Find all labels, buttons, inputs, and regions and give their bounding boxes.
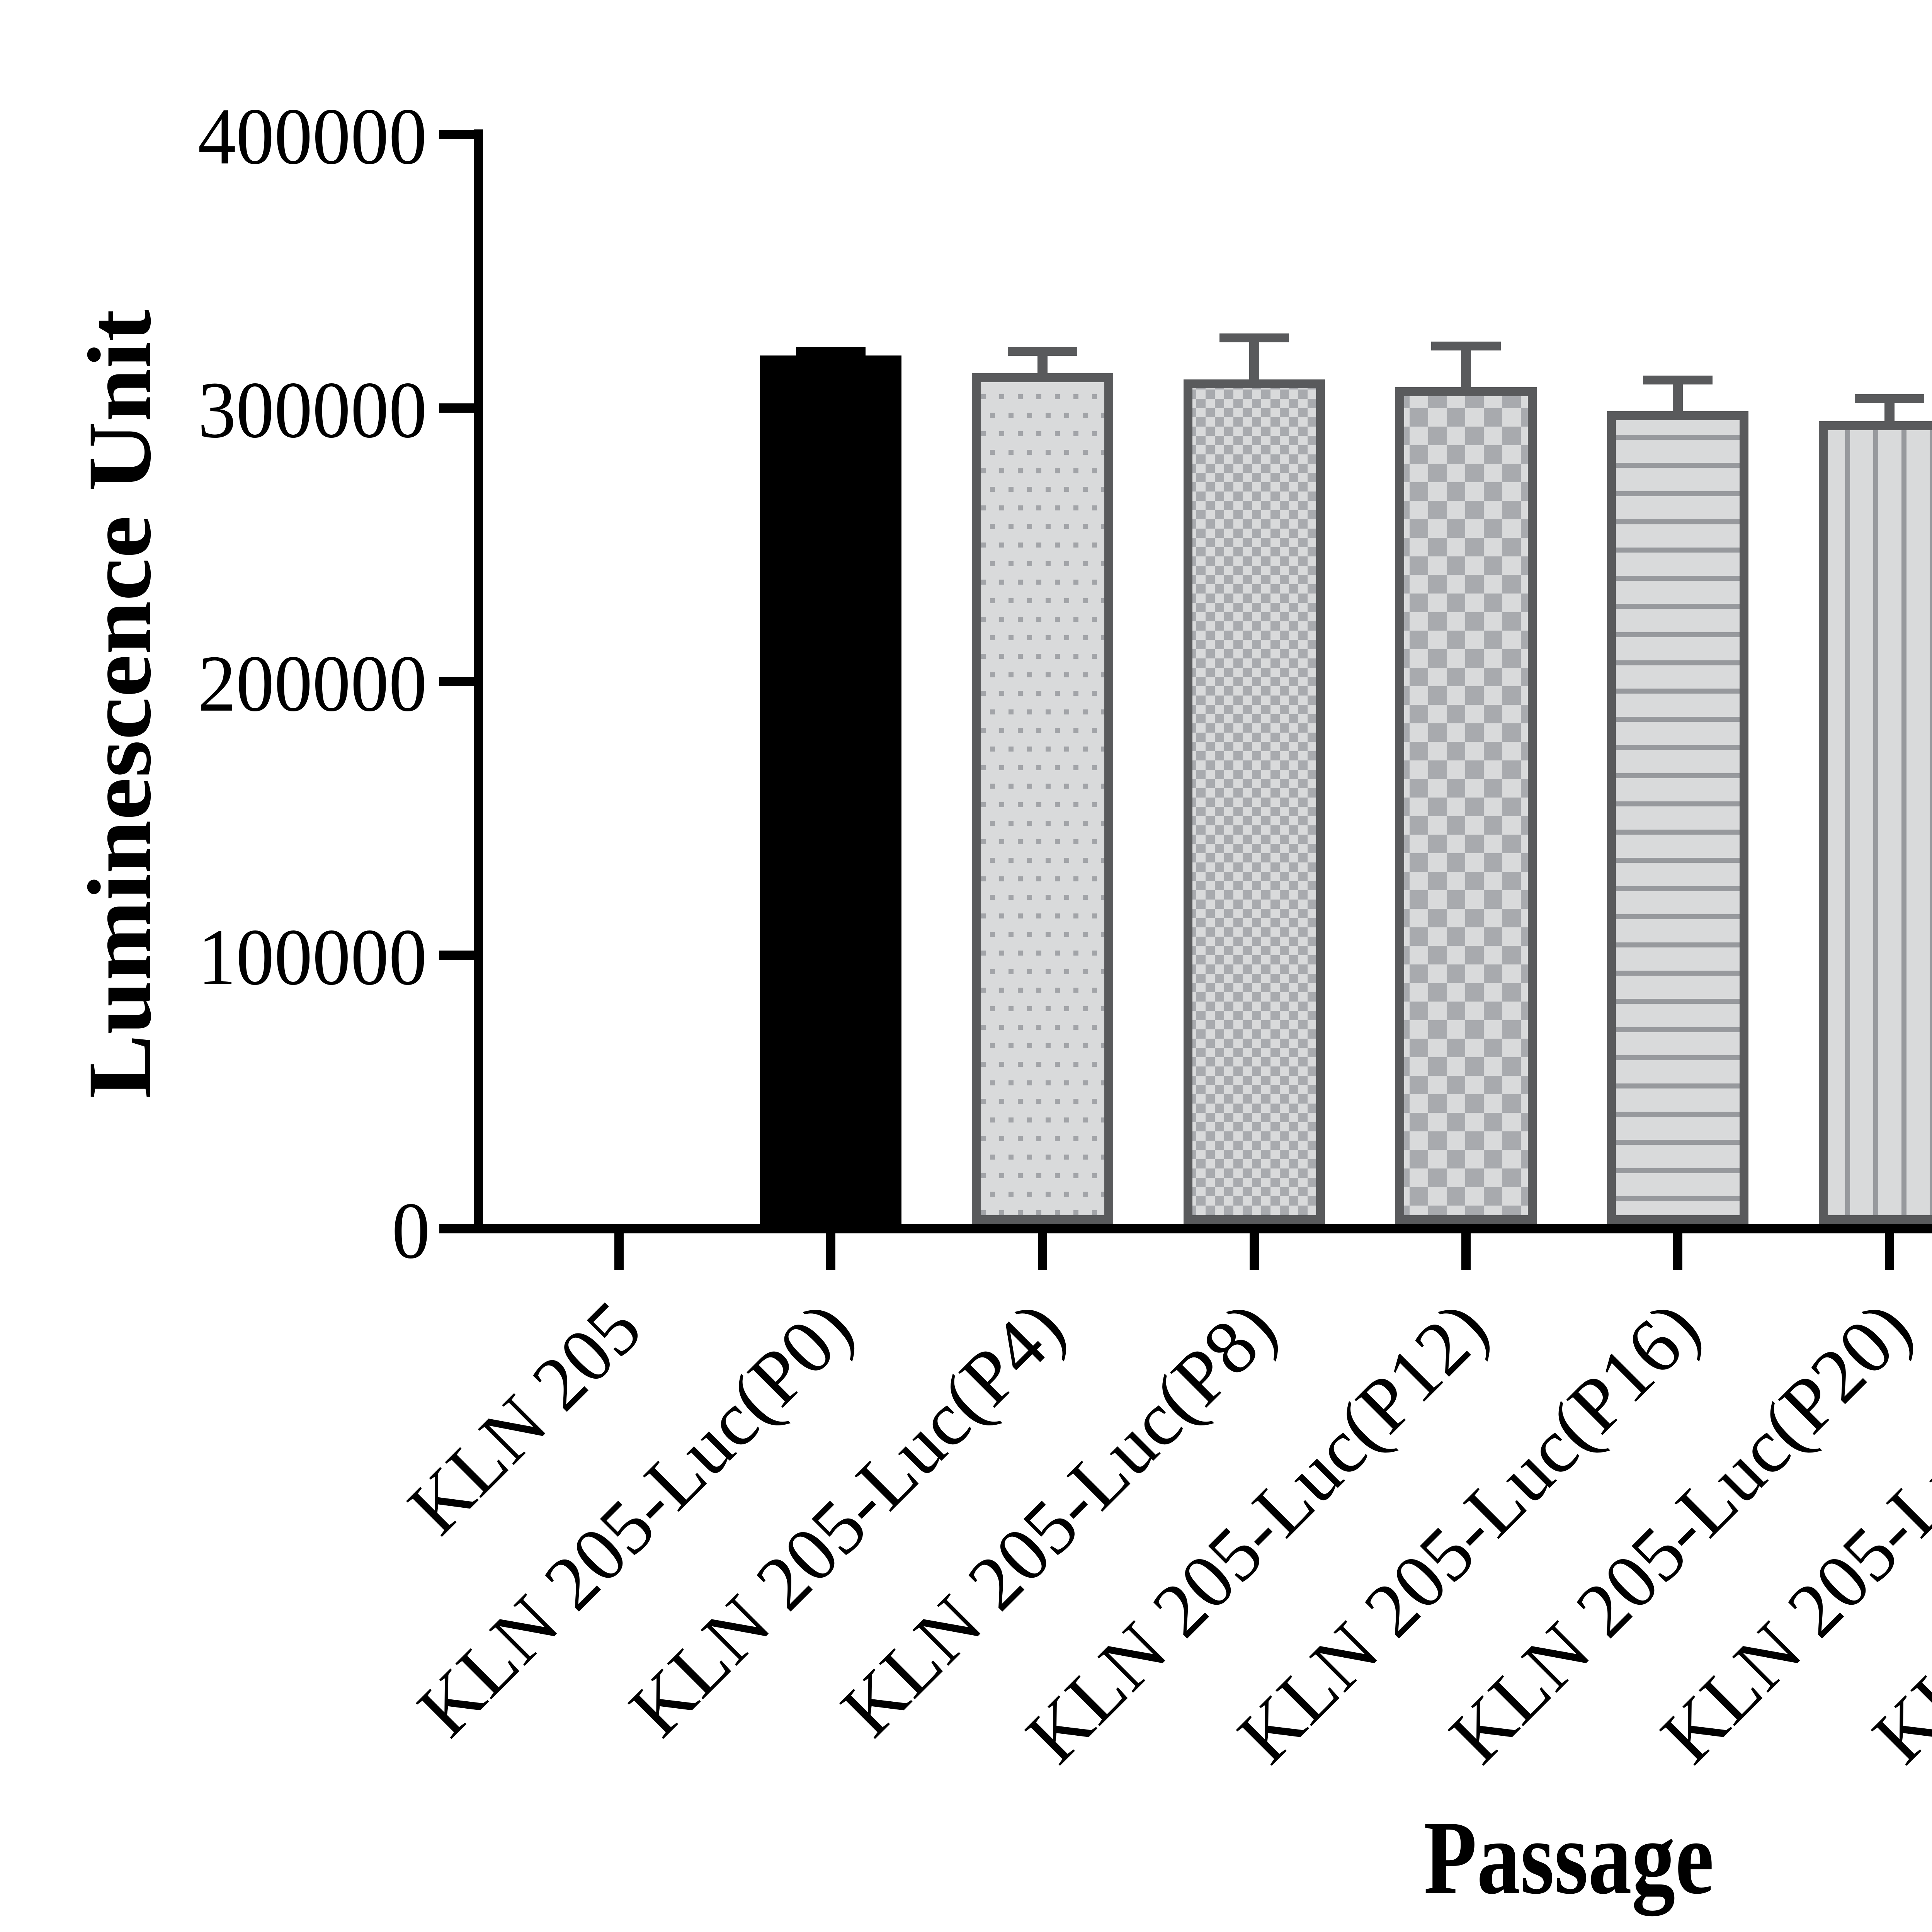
svg-text:300000: 300000 [198,366,427,455]
svg-text:Passage: Passage [1424,1799,1714,1918]
svg-text:100000: 100000 [198,913,427,1002]
svg-text:0: 0 [392,1186,430,1276]
svg-text:400000: 400000 [198,92,427,181]
svg-text:Luminescence Unit: Luminescence Unit [69,310,170,1099]
svg-text:200000: 200000 [198,639,427,728]
